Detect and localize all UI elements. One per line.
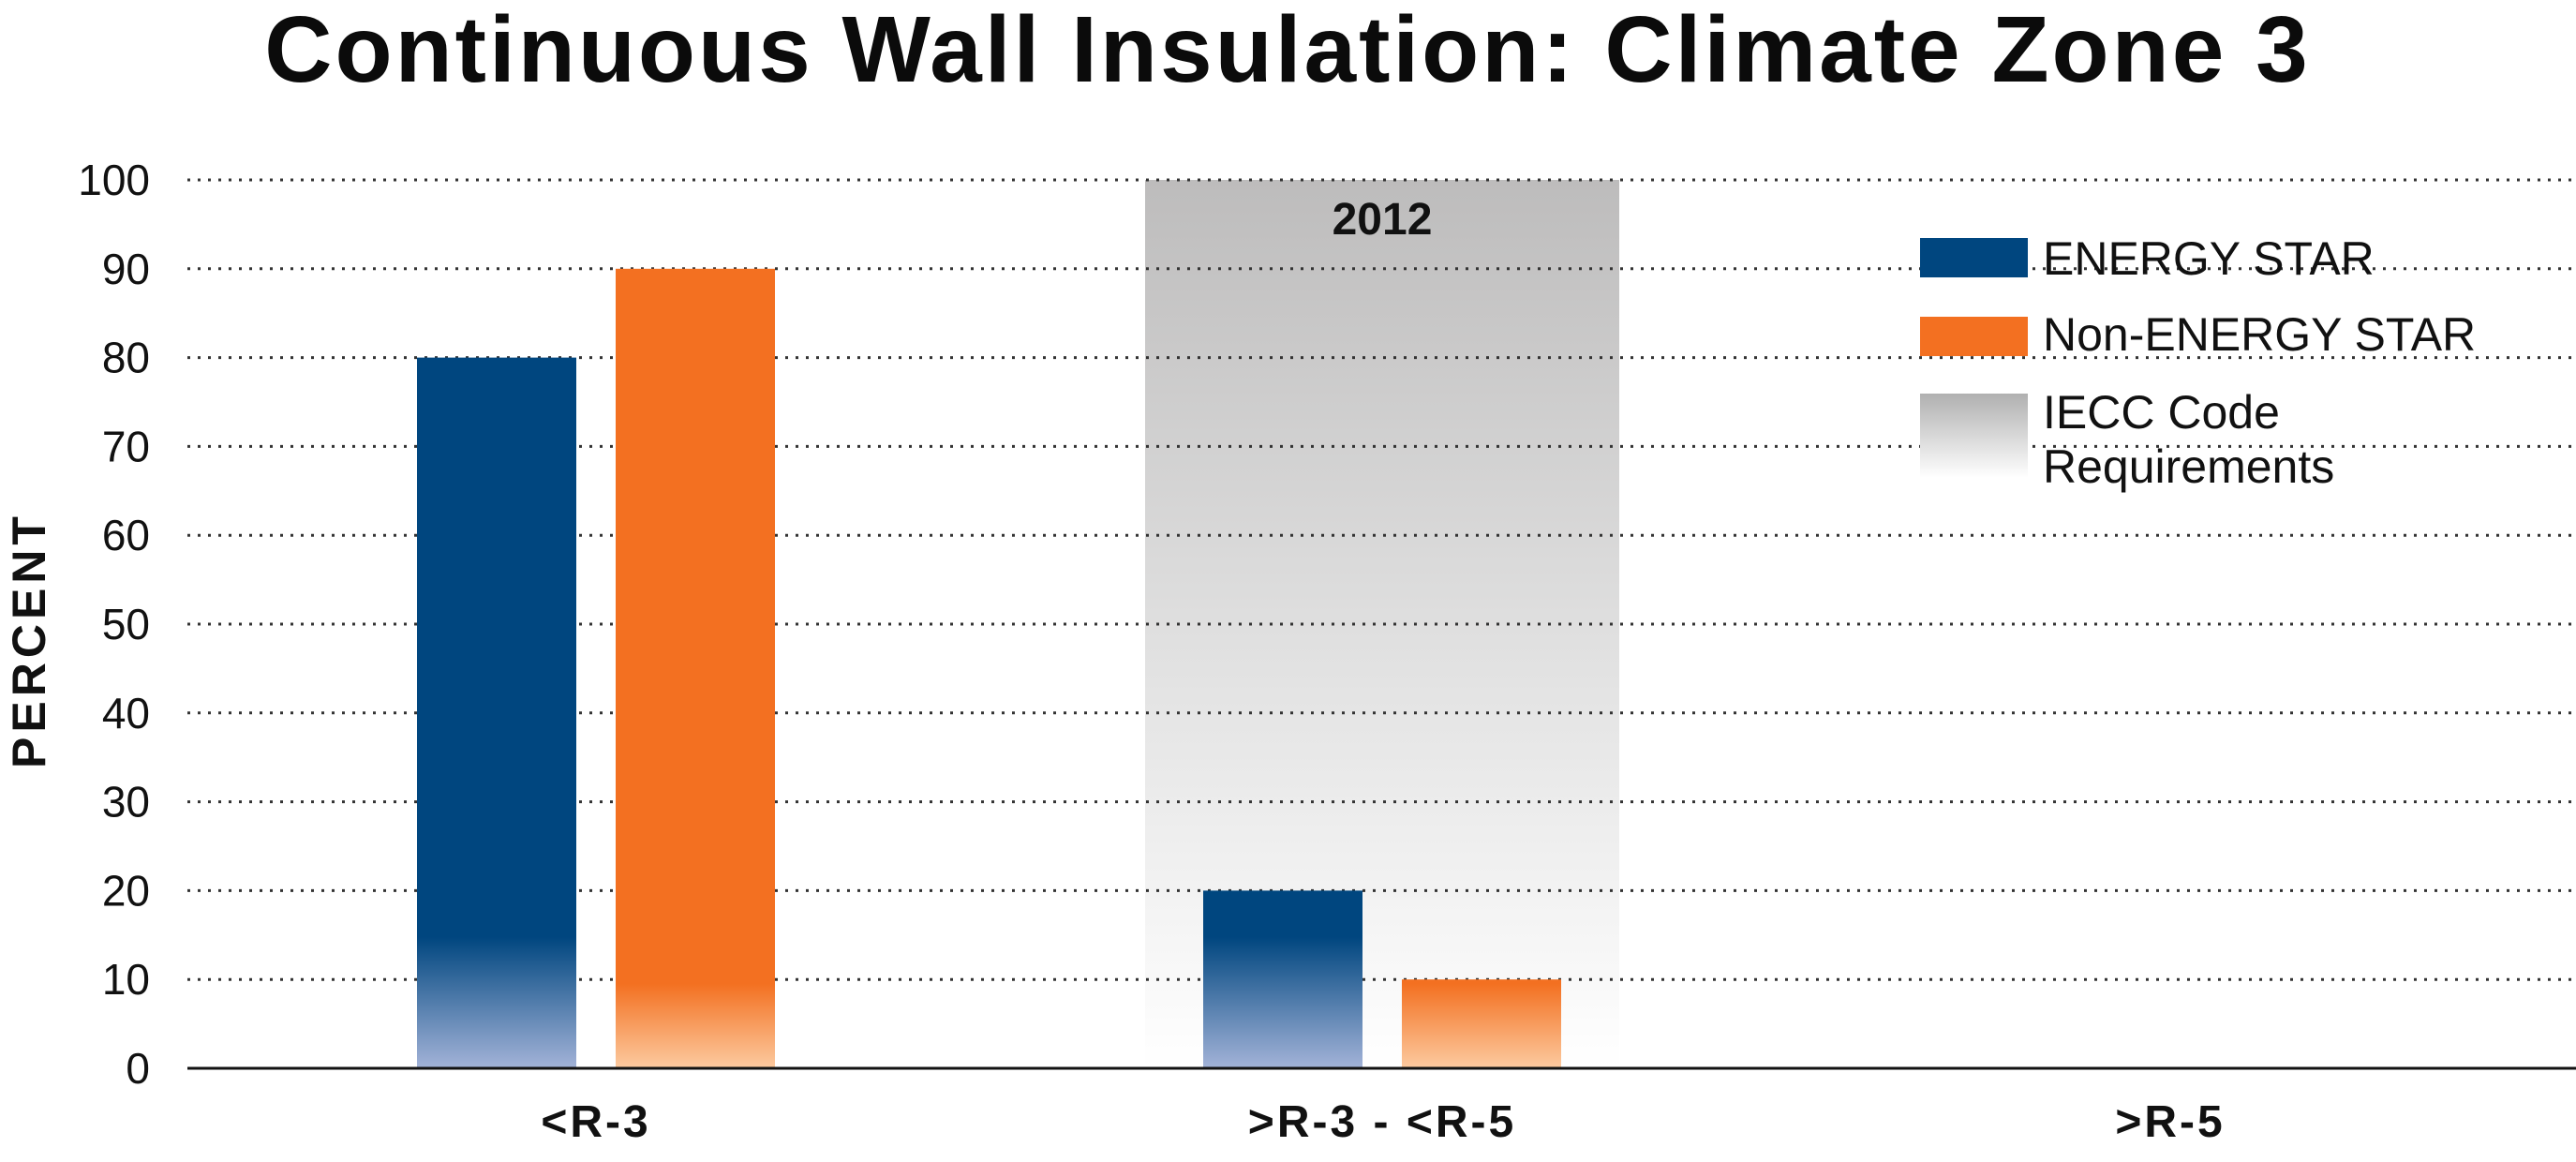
y-tick-label: 10 [102, 955, 150, 1004]
legend-label-iecc: Requirements [2043, 440, 2334, 493]
legend-label-iecc: IECC Code [2043, 386, 2280, 439]
bar-non-energy-star-1 [1402, 979, 1561, 1068]
legend-swatch-energy-star [1920, 238, 2028, 277]
y-tick-label: 80 [102, 334, 150, 382]
x-category-label: <R-3 [541, 1097, 650, 1147]
grid [187, 178, 2576, 981]
bar-energy-star-0 [417, 357, 576, 1069]
legend-swatch-non-energy-star [1920, 317, 2028, 356]
legend-swatch-iecc [1920, 394, 2028, 478]
bar-energy-star-1 [1203, 890, 1362, 1068]
x-category-label: >R-3 - <R-5 [1248, 1097, 1516, 1147]
legend-label-non-energy-star: Non-ENERGY STAR [2043, 308, 2476, 361]
y-axis-label: PERCENT [3, 512, 55, 768]
bars [417, 268, 1561, 1069]
y-tick-label: 50 [102, 600, 150, 648]
x-tick-labels: <R-3 >R-3 - <R-5 >R-5 [541, 1097, 2225, 1147]
legend-label-energy-star: ENERGY STAR [2043, 232, 2375, 285]
y-tick-label: 0 [126, 1044, 150, 1093]
y-tick-label: 60 [102, 511, 150, 559]
code-region-year-label: 2012 [1333, 195, 1433, 245]
y-tick-label: 40 [102, 689, 150, 737]
x-category-label: >R-5 [2115, 1097, 2225, 1147]
bar-non-energy-star-0 [616, 268, 775, 1068]
chart-title: Continuous Wall Insulation: Climate Zone… [264, 0, 2310, 102]
y-tick-label: 100 [78, 156, 150, 204]
legend: ENERGY STAR Non-ENERGY STAR IECC CodeRequi… [1920, 232, 2476, 493]
y-tick-labels: 0 10 20 30 40 50 60 70 80 90 100 [78, 156, 150, 1093]
y-tick-label: 20 [102, 866, 150, 915]
y-tick-label: 70 [102, 422, 150, 470]
y-tick-label: 30 [102, 778, 150, 827]
y-tick-label: 90 [102, 245, 150, 293]
